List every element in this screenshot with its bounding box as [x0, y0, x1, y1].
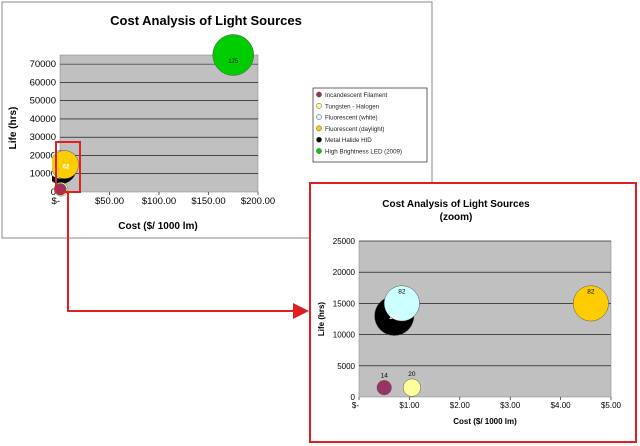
zoom-connector-arrow	[67, 192, 309, 319]
overview-y-tick-labels: 0 10000 20000 30000 40000 50000 60000 70000	[30, 59, 56, 198]
overview-y-tick-label: 30000	[30, 132, 56, 143]
legend-label-metal-halide-hid: Metal Halide HID	[325, 137, 372, 144]
overview-bubbles: 82 175	[52, 34, 255, 197]
overview-bubble-high-brightness-led-2009	[212, 34, 255, 76]
zoom-y-tick-label: 20000	[333, 268, 356, 277]
zoom-bubble-incandescent-filament	[376, 380, 392, 396]
legend-marker-tungsten-halogen	[316, 102, 322, 109]
legend-label-tungsten-halogen: Tungsten - Halogen	[325, 103, 380, 110]
zoom-x-tick-label: $-	[352, 401, 359, 410]
legend-marker-fluorescent-white	[316, 114, 322, 120]
overview-y-tick-label: 60000	[30, 77, 56, 88]
zoom-data-label-fluorescent-daylight: 82	[587, 289, 595, 296]
zoom-y-tick-label: 10000	[333, 331, 356, 340]
zoom-x-tick-label: $3.00	[500, 401, 521, 410]
zoom-data-label-metal-halide-hid: 102	[389, 314, 400, 321]
overview-legend-entries: Incandescent Filament Tungsten - Halogen F…	[316, 91, 402, 156]
overview-legend	[312, 87, 428, 163]
zoom-y-tick-label: 0	[351, 393, 356, 402]
overview-x-axis-label: Cost ($/ 1000 lm)	[118, 221, 197, 232]
legend-label-high-brightness-led-2009: High Brightness LED (2009)	[325, 149, 402, 156]
overview-x-tick-label: $100.00	[142, 196, 176, 207]
legend-label-fluorescent-white: Fluorescent (white)	[325, 115, 378, 122]
overview-plot-area	[59, 54, 259, 193]
overview-y-tick-label: 70000	[30, 59, 56, 70]
overview-x-tick-label: $50.00	[95, 196, 124, 207]
zoom-x-tick-label: $1.00	[399, 401, 420, 410]
zoom-chart-title: Cost Analysis of Light Sources	[382, 199, 530, 210]
zoom-x-tick-label: $2.00	[450, 401, 471, 410]
legend-marker-metal-halide-hid	[316, 136, 322, 143]
overview-x-tick-label: $200.00	[241, 196, 275, 207]
zoom-y-tick-label: 15000	[333, 299, 356, 308]
zoom-x-tick-labels: $- $1.00 $2.00 $3.00 $4.00 $5.00	[352, 397, 622, 410]
overview-y-tick-label: 50000	[30, 96, 56, 107]
zoom-data-label-incandescent-filament: 14	[381, 372, 389, 379]
overview-x-tick-label: $-	[52, 196, 60, 207]
overview-data-label-fluorescent-white: 82	[63, 165, 70, 171]
zoom-bubble-fluorescent-white	[383, 285, 420, 322]
overview-y-tick-label: 0	[51, 187, 56, 198]
overview-chart-title: Cost Analysis of Light Sources	[110, 13, 302, 28]
legend-label-incandescent-filament: Incandescent Filament	[325, 92, 388, 99]
zoom-chart-subtitle: (zoom)	[440, 212, 473, 223]
zoom-x-axis-label: Cost ($/ 1000 lm)	[453, 417, 517, 426]
overview-x-tick-label: $150.00	[191, 196, 225, 207]
overview-bubble-fluorescent-daylight	[52, 150, 79, 179]
legend-marker-incandescent-filament	[316, 91, 322, 98]
overview-y-tick-label: 10000	[30, 169, 56, 180]
overview-y-tick-label: 20000	[30, 150, 56, 161]
zoom-bubble-fluorescent-daylight	[572, 285, 609, 322]
overview-y-tick-label: 40000	[30, 114, 56, 125]
zoom-data-label-fluorescent-white: 82	[398, 289, 406, 296]
legend-marker-high-brightness-led-2009	[316, 148, 322, 154]
zoom-y-tick-labels: 0 5000 10000 15000 20000 25000	[333, 237, 356, 402]
zoom-y-axis-label: Life (hrs)	[317, 302, 326, 337]
overview-y-axis-label: Life (hrs)	[8, 107, 19, 150]
zoom-bubbles: 14 20 82 82 102	[374, 285, 609, 397]
zoom-data-label-tungsten-halogen: 20	[408, 371, 416, 378]
zoom-y-tick-label: 5000	[337, 362, 355, 371]
zoom-x-tick-label: $4.00	[551, 401, 572, 410]
legend-label-fluorescent-daylight: Fluorescent (daylight)	[325, 126, 385, 133]
legend-marker-fluorescent-daylight	[316, 125, 322, 132]
zoom-x-tick-label: $5.00	[601, 401, 622, 410]
overview-data-label-high-brightness-led-2009: 175	[228, 59, 239, 65]
zoom-bubble-tungsten-halogen	[402, 378, 421, 397]
zoom-y-tick-label: 25000	[333, 237, 356, 246]
